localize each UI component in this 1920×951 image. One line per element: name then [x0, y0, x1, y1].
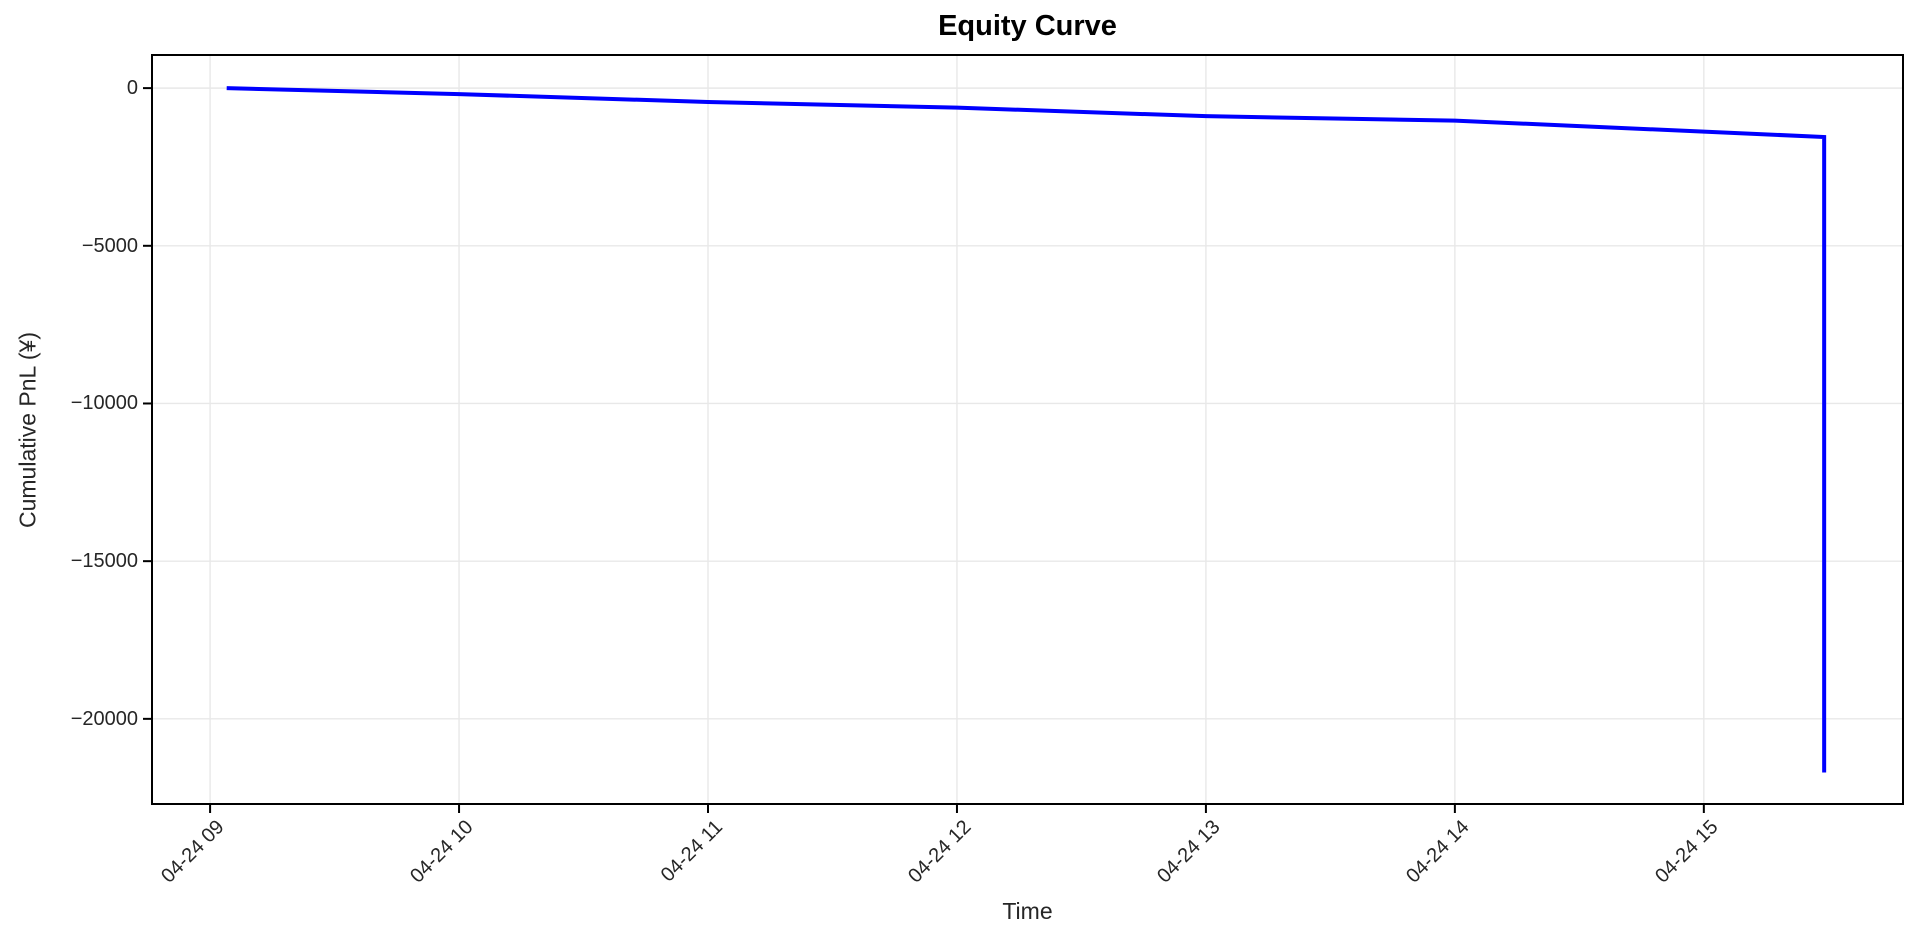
y-tick-label: −20000	[70, 707, 138, 730]
y-tick-label: 0	[126, 77, 138, 100]
x-axis-label: Time	[1002, 898, 1053, 924]
y-tick-label: −15000	[70, 550, 138, 573]
chart-title: Equity Curve	[938, 10, 1117, 42]
y-axis-label: Cumulative PnL (¥)	[14, 331, 41, 529]
equity-curve-line	[226, 86, 1827, 773]
y-tick-label: −10000	[70, 392, 138, 415]
axes-spines	[151, 54, 1904, 805]
y-tick-label: −5000	[81, 234, 138, 257]
